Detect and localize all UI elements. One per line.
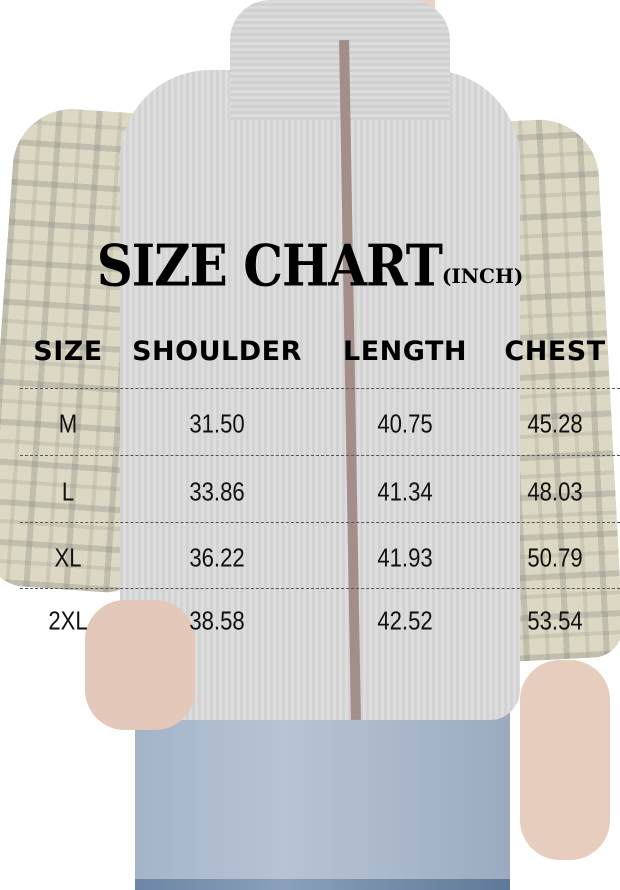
cell-length: 41.34 bbox=[377, 476, 433, 507]
cell-chest: 53.54 bbox=[527, 605, 583, 636]
cell-length: 42.52 bbox=[377, 605, 433, 636]
cell-shoulder: 36.22 bbox=[189, 542, 245, 573]
cell-chest: 45.28 bbox=[527, 408, 583, 439]
row-divider bbox=[20, 522, 620, 523]
cell-size: L bbox=[61, 476, 75, 507]
cell-chest: 50.79 bbox=[527, 542, 583, 573]
column-header-length: LENGTH bbox=[343, 336, 467, 367]
cell-shoulder: 33.86 bbox=[189, 476, 245, 507]
cell-chest: 48.03 bbox=[527, 476, 583, 507]
cell-length: 41.93 bbox=[377, 542, 433, 573]
left-hand bbox=[85, 600, 195, 730]
cell-shoulder: 31.50 bbox=[189, 408, 245, 439]
cell-size: 2XL bbox=[48, 605, 88, 636]
cell-size: XL bbox=[54, 542, 82, 573]
cell-size: M bbox=[58, 408, 78, 439]
column-header-shoulder: SHOULDER bbox=[132, 336, 302, 367]
right-hand bbox=[520, 660, 610, 860]
row-divider bbox=[20, 388, 620, 389]
row-divider bbox=[20, 588, 620, 589]
column-header-chest: CHEST bbox=[504, 336, 606, 367]
cell-shoulder: 38.58 bbox=[189, 605, 245, 636]
size-chart-title: SIZE CHART(INCH) bbox=[0, 232, 620, 300]
title-main: SIZE CHART bbox=[96, 231, 443, 300]
knit-vest bbox=[120, 70, 520, 720]
title-unit: (INCH) bbox=[441, 264, 524, 288]
column-header-size: SIZE bbox=[33, 336, 103, 367]
cell-length: 40.75 bbox=[377, 408, 433, 439]
row-divider bbox=[20, 455, 620, 456]
